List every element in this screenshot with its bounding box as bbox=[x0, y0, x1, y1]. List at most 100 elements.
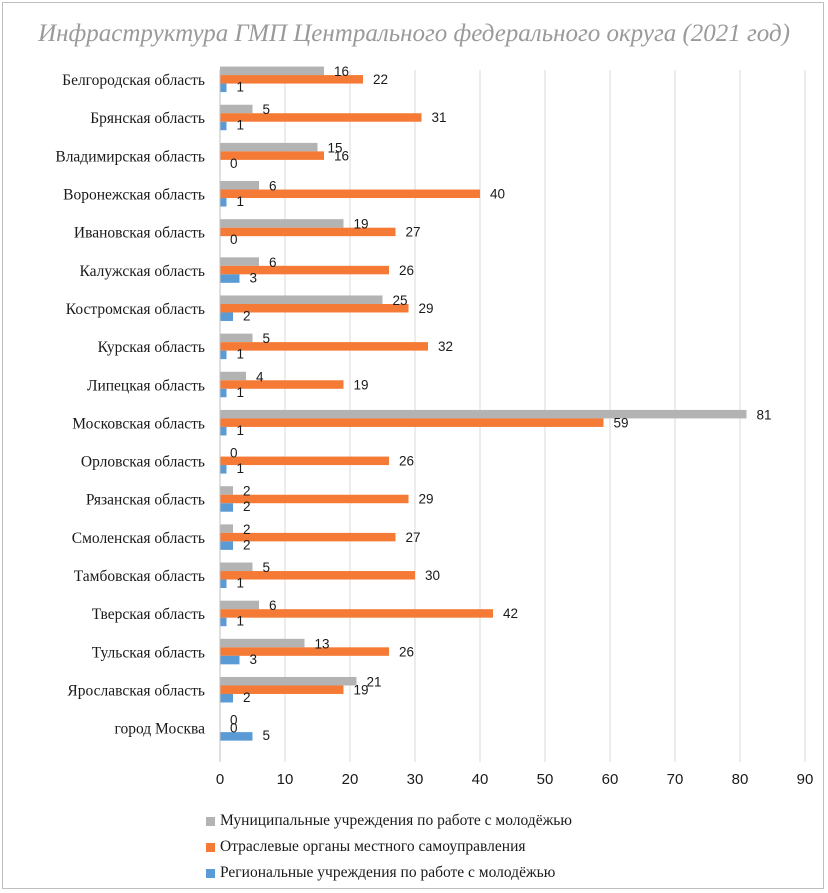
data-label: 0 bbox=[230, 156, 238, 171]
bar-series-3 bbox=[220, 121, 227, 131]
bar-series-1 bbox=[220, 333, 253, 343]
data-label: 0 bbox=[230, 721, 238, 736]
chart-title: Инфраструктура ГМП Центрального федераль… bbox=[38, 20, 790, 47]
bar-series-2 bbox=[220, 265, 389, 275]
data-label: 0 bbox=[230, 232, 238, 247]
bar-series-2 bbox=[220, 418, 604, 427]
x-tick-label: 40 bbox=[472, 771, 489, 788]
x-tick-label: 70 bbox=[667, 771, 684, 788]
legend-item-2: Отраслевые органы местного самоуправлени… bbox=[206, 834, 572, 860]
bar-series-2 bbox=[220, 303, 409, 313]
data-label: 21 bbox=[367, 674, 382, 689]
bar-series-1 bbox=[220, 371, 246, 381]
data-label: 1 bbox=[237, 576, 245, 591]
data-label: 6 bbox=[269, 598, 277, 613]
data-label: 16 bbox=[334, 148, 349, 163]
bar-series-2 bbox=[220, 647, 389, 656]
bar-series-1 bbox=[220, 142, 318, 152]
bar-series-3 bbox=[220, 503, 233, 512]
data-label: 1 bbox=[237, 461, 245, 476]
category-label: Курская область bbox=[98, 339, 205, 356]
data-label: 2 bbox=[243, 484, 251, 499]
data-label: 0 bbox=[230, 446, 238, 461]
bar-series-1 bbox=[220, 295, 383, 304]
category-label: Белгородская область bbox=[62, 72, 205, 89]
x-tick-label: 60 bbox=[602, 771, 619, 788]
bar-series-3 bbox=[220, 732, 253, 741]
data-label: 19 bbox=[354, 377, 369, 392]
bar-series-2 bbox=[220, 380, 344, 389]
bar-series-2 bbox=[220, 494, 409, 504]
data-label: 1 bbox=[237, 423, 245, 438]
data-label: 2 bbox=[243, 499, 251, 514]
category-label: Смоленская область bbox=[72, 530, 205, 547]
bar-series-1 bbox=[220, 181, 259, 190]
category-label: Воронежская область bbox=[63, 187, 205, 204]
bar-series-1 bbox=[220, 676, 357, 686]
data-label: 4 bbox=[256, 369, 264, 384]
data-label: 30 bbox=[425, 568, 440, 583]
bar-series-3 bbox=[220, 655, 240, 665]
legend-swatch bbox=[206, 842, 215, 852]
bar-series-1 bbox=[220, 104, 253, 114]
category-label: Орловская область bbox=[81, 454, 205, 471]
data-label: 2 bbox=[243, 522, 251, 537]
legend-swatch bbox=[206, 868, 215, 878]
bar-series-2 bbox=[220, 189, 480, 199]
data-label: 19 bbox=[354, 682, 369, 697]
bar-series-1 bbox=[220, 486, 233, 495]
bar-series-3 bbox=[220, 693, 233, 703]
data-label: 3 bbox=[250, 270, 258, 285]
x-tick-label: 20 bbox=[342, 771, 359, 788]
x-tick-label: 90 bbox=[797, 771, 814, 788]
bar-series-3 bbox=[220, 579, 227, 589]
bar-series-3 bbox=[220, 388, 227, 398]
bar-series-3 bbox=[220, 198, 227, 207]
data-label: 6 bbox=[269, 255, 277, 270]
bar-series-3 bbox=[220, 426, 227, 436]
data-label: 25 bbox=[393, 293, 408, 308]
x-tick-label: 30 bbox=[407, 771, 424, 788]
category-label: город Москва bbox=[115, 721, 206, 738]
data-label: 15 bbox=[328, 140, 343, 155]
bar-series-2 bbox=[220, 571, 415, 580]
data-label: 1 bbox=[237, 614, 245, 629]
category-label: Тамбовская область bbox=[74, 568, 205, 585]
legend-swatch bbox=[206, 816, 215, 826]
data-label: 26 bbox=[399, 454, 414, 469]
data-label: 5 bbox=[263, 728, 271, 743]
bar-series-1 bbox=[220, 524, 233, 533]
legend-label: Региональные учреждения по работе с моло… bbox=[220, 864, 556, 881]
category-label: Тульская область bbox=[92, 644, 205, 661]
data-label: 29 bbox=[419, 492, 434, 507]
label-layer: 1622153111516064011927062632529253214191… bbox=[230, 64, 772, 743]
x-tick-label: 50 bbox=[537, 771, 554, 788]
bar-layer bbox=[220, 66, 747, 741]
data-label: 5 bbox=[263, 560, 271, 575]
data-label: 1 bbox=[237, 194, 245, 209]
data-label: 19 bbox=[354, 217, 369, 232]
category-label: Тверская область bbox=[92, 606, 205, 623]
bar-series-3 bbox=[220, 274, 240, 283]
category-label: Калужская область bbox=[79, 263, 205, 280]
category-label: Липецкая область bbox=[87, 377, 205, 394]
data-label: 1 bbox=[237, 385, 245, 400]
x-tick-label: 0 bbox=[216, 771, 224, 788]
category-label: Брянская область bbox=[90, 110, 205, 127]
data-label: 22 bbox=[373, 72, 388, 87]
data-label: 1 bbox=[237, 118, 245, 133]
bar-series-3 bbox=[220, 617, 227, 627]
data-label: 40 bbox=[490, 187, 505, 202]
bar-series-2 bbox=[220, 227, 396, 237]
bar-series-1 bbox=[220, 257, 259, 266]
category-label: Ивановская область bbox=[74, 225, 205, 242]
x-tick-label: 80 bbox=[732, 771, 749, 788]
legend-label: Отраслевые органы местного самоуправлени… bbox=[220, 838, 526, 855]
data-label: 26 bbox=[399, 644, 414, 659]
legend-label: Муниципальные учреждения по работе с мол… bbox=[220, 812, 572, 829]
data-label: 5 bbox=[263, 102, 271, 117]
category-label: Ярославская область bbox=[67, 682, 205, 699]
data-label: 1 bbox=[237, 347, 245, 362]
data-label: 2 bbox=[243, 537, 251, 552]
